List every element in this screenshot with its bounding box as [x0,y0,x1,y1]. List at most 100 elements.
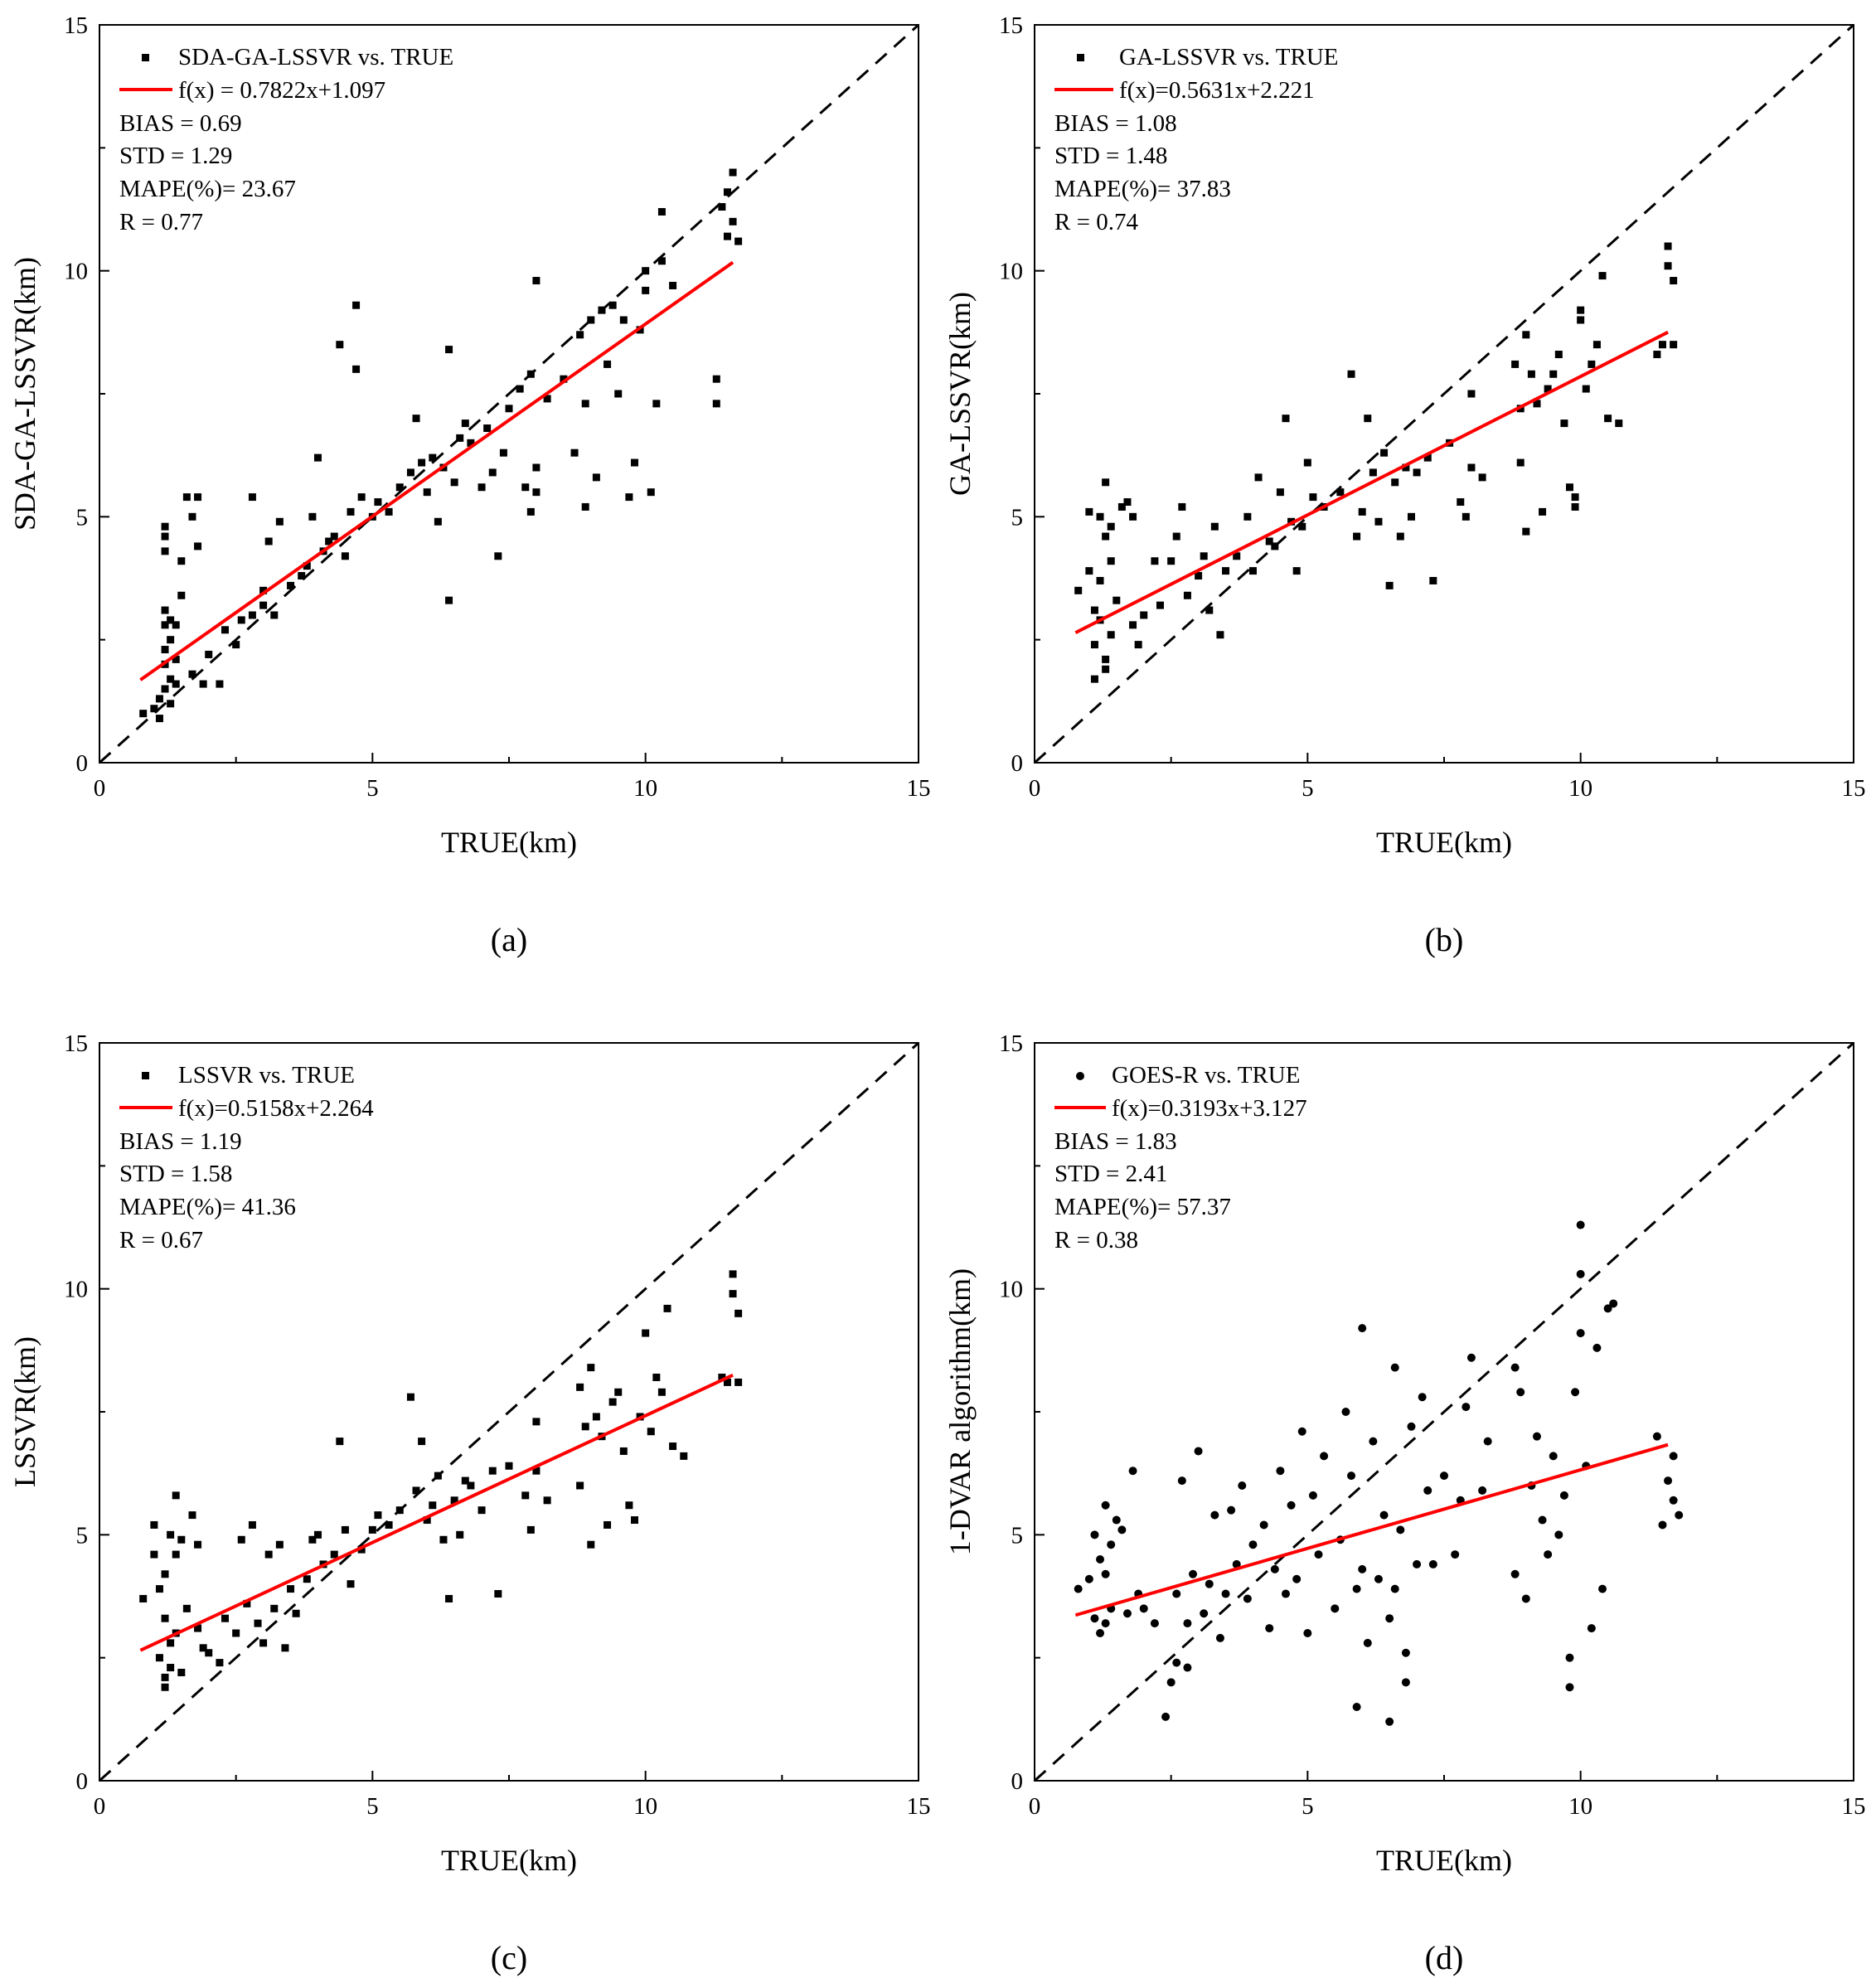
data-point [1565,1683,1574,1692]
data-point [177,591,186,599]
data-point [1113,596,1121,604]
data-point [341,1525,349,1534]
data-point [1604,415,1612,423]
data-point [1560,419,1568,428]
x-tick-label: 10 [633,1793,657,1820]
data-point [1183,1619,1192,1628]
data-point [1194,1447,1203,1456]
data-point [1413,1559,1422,1568]
data-point [543,1496,551,1505]
data-point [1653,351,1661,359]
x-tick-label: 5 [1302,775,1314,802]
data-point [412,415,420,423]
data-point [205,650,213,658]
data-point [1466,1353,1476,1362]
data-point [1418,1393,1427,1402]
data-point [1451,1550,1460,1559]
data-point [494,552,502,560]
data-point [1090,606,1098,614]
y-tick-label: 10 [999,259,1023,285]
data-point [248,1520,256,1529]
data-point [1341,1408,1350,1416]
data-point [232,641,240,649]
data-point [423,488,431,497]
data-point [1112,1515,1121,1525]
data-point [177,1535,186,1544]
data-point [1107,557,1115,565]
data-point [729,1270,737,1278]
data-point [1270,1564,1279,1573]
x-tick-label: 10 [633,775,657,802]
data-point [1669,1452,1678,1461]
data-point [1122,1609,1132,1618]
data-point [652,400,661,408]
data-point [1265,1624,1274,1633]
data-point [172,1491,180,1500]
data-point [1308,1491,1317,1500]
data-point [232,1629,240,1637]
data-point [1401,1648,1410,1657]
data-point [161,547,169,555]
data-point [243,1599,251,1607]
y-tick-label: 5 [1011,1522,1024,1549]
x-axis-label: TRUE(km) [441,1844,577,1877]
panel-label: (b) [1425,921,1464,958]
data-point [1134,641,1142,649]
data-point [150,1550,158,1559]
data-point [418,458,426,467]
data-point [161,621,169,629]
data-point [281,1644,289,1652]
data-point [505,405,513,413]
identity-line [98,23,920,764]
data-point [526,507,535,516]
data-point [494,1590,502,1598]
data-point [161,1683,169,1691]
data-point [336,1438,344,1446]
data-point [221,626,229,634]
data-point [1576,1220,1585,1229]
stat-std: STD = 1.58 [119,1161,232,1187]
data-point [1102,478,1110,487]
data-point [1549,370,1558,378]
data-point [560,375,568,383]
y-tick-label: 5 [76,1522,89,1549]
data-point [1090,675,1098,683]
x-tick-label: 0 [1029,775,1041,802]
data-point [248,493,256,502]
legend-points-label: GOES-R vs. TRUE [1112,1062,1300,1088]
y-tick-label: 0 [76,1768,89,1795]
data-point [532,1467,541,1475]
data-point [1265,537,1273,545]
axis-ticks: 0 5 10 15 0 5 10 15 [999,12,1866,802]
data-point [1390,1363,1399,1372]
data-point [718,203,726,211]
data-point [287,581,295,589]
stat-bias: BIAS = 0.69 [119,110,242,137]
data-point [167,1530,175,1539]
data-point [161,606,169,614]
data-point [1423,1486,1432,1495]
data-point [614,390,623,398]
data-point [581,502,589,511]
data-point [1478,1486,1487,1495]
data-point [608,1398,617,1406]
data-point [1320,1452,1329,1461]
data-point [1577,316,1585,324]
data-point [1233,552,1241,560]
data-point [1227,1505,1236,1515]
data-point [1200,552,1208,560]
data-point [1522,527,1530,536]
x-tick-label: 0 [1029,1793,1041,1820]
x-tick-label: 5 [1302,1793,1314,1820]
data-point [1510,1363,1520,1372]
data-point [1178,502,1186,511]
data-point [1129,512,1137,521]
data-point [1189,1569,1198,1578]
data-point [352,301,361,309]
data-point [445,346,453,354]
data-point [1664,262,1672,270]
data-point [161,685,169,693]
data-point [1195,572,1203,580]
data-point [199,680,207,688]
data-point [1554,1530,1563,1539]
